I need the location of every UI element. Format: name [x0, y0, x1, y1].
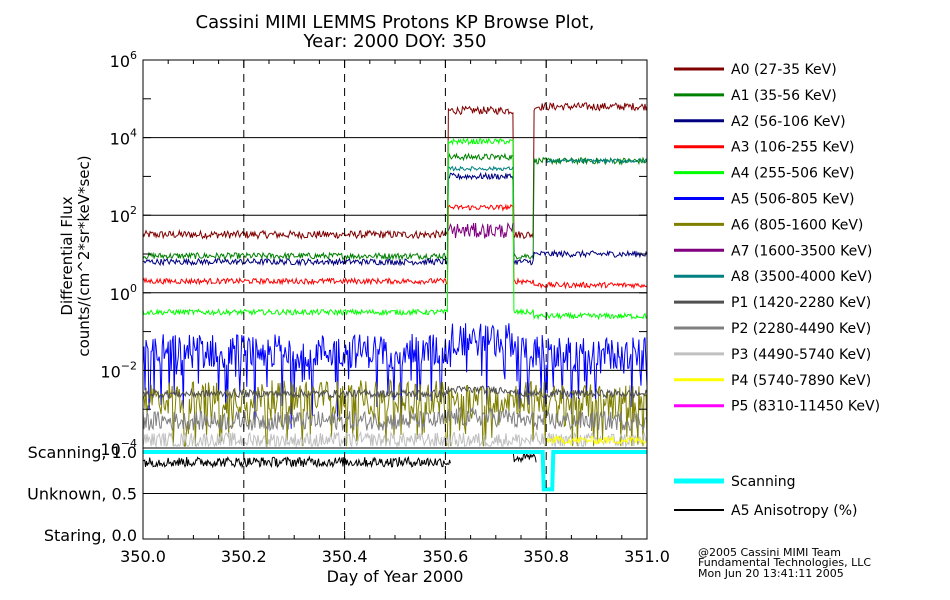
legend-label: A5 (506-805 KeV): [731, 192, 854, 208]
anisotropy-line: [142, 455, 451, 469]
anisotropy-line: [512, 451, 537, 464]
legend-label: A0 (27-35 KeV): [731, 62, 837, 78]
mode-tick-label: Scanning, 1.0: [28, 443, 137, 462]
series-line-a1: [142, 152, 648, 261]
series-line-a5: [142, 323, 648, 429]
series-line-p4: [545, 434, 648, 446]
series-line-p3: [142, 430, 648, 449]
legend-label: P2 (2280-4490 KeV): [731, 321, 871, 337]
y-axis-label-line2: counts/(cm^2*sr*keV*sec): [75, 155, 93, 356]
x-tick-label: 350.4: [322, 547, 368, 566]
series-line-a8: [448, 157, 648, 172]
mode-tick-label: Unknown, 0.5: [27, 485, 137, 504]
legend-label: P3 (4490-5740 KeV): [731, 347, 871, 363]
legend-label: A8 (3500-4000 KeV): [731, 269, 872, 285]
legend-label: P1 (1420-2280 KeV): [731, 295, 871, 311]
credit-line3: Mon Jun 20 13:41:11 2005: [698, 567, 844, 580]
series-line-a6: [142, 378, 648, 447]
legend-label-anisotropy: A5 Anisotropy (%): [731, 503, 858, 519]
x-tick-label: 350.8: [523, 547, 569, 566]
series-line-a7: [447, 221, 514, 239]
chart-title-line2: Year: 2000 DOY: 350: [303, 31, 487, 52]
legend-label-scanning: Scanning: [731, 474, 796, 490]
legend-label: A6 (805-1600 KeV): [731, 217, 863, 233]
chart-title-line1: Cassini MIMI LEMMS Protons KP Browse Plo…: [196, 12, 595, 33]
mode-plot: [142, 450, 647, 494]
flux-plot: [142, 102, 648, 449]
series-line-p2: [142, 406, 648, 432]
legend-label: A2 (56-106 KeV): [731, 114, 846, 130]
series-line-a3: [142, 203, 648, 290]
legend-label: A1 (35-56 KeV): [731, 88, 837, 104]
legend-label: A4 (255-506 KeV): [731, 166, 854, 182]
x-tick-label: 350.2: [221, 547, 267, 566]
y-tick-label: 104: [110, 127, 137, 149]
x-axis-label: Day of Year 2000: [327, 567, 464, 586]
y-tick-label: 102: [110, 204, 137, 226]
x-tick-label: 350.0: [120, 547, 166, 566]
credit-line1: @2005 Cassini MIMI Team: [698, 546, 841, 559]
legend: A0 (27-35 KeV) A1 (35-56 KeV) A2 (56-106 K…: [674, 62, 880, 519]
y-tick-label: 10−2: [100, 359, 137, 381]
series-line-a4: [142, 137, 648, 321]
series-line-p1: [142, 385, 648, 400]
legend-label: A3 (106-255 KeV): [731, 140, 854, 156]
mode-tick-label: Staring, 0.0: [44, 526, 137, 545]
y-axis-label-line1: Differential Flux: [58, 196, 76, 315]
scanning-line: [143, 450, 647, 492]
legend-label: P4 (5740-7890 KeV): [731, 373, 871, 389]
legend-label: A7 (1600-3500 KeV): [731, 243, 872, 259]
x-tick-label: 351.0: [624, 547, 670, 566]
series-line-a0: [142, 102, 648, 241]
legend-label: P5 (8310-11450 KeV): [731, 399, 880, 415]
y-tick-label: 106: [110, 49, 137, 71]
series-line-a2: [142, 171, 648, 267]
y-tick-label: 10−4: [100, 437, 137, 459]
credit-line2: Fundamental Technologies, LLC: [698, 556, 871, 569]
x-tick-label: 350.6: [422, 547, 468, 566]
y-tick-label: 100: [110, 282, 137, 304]
